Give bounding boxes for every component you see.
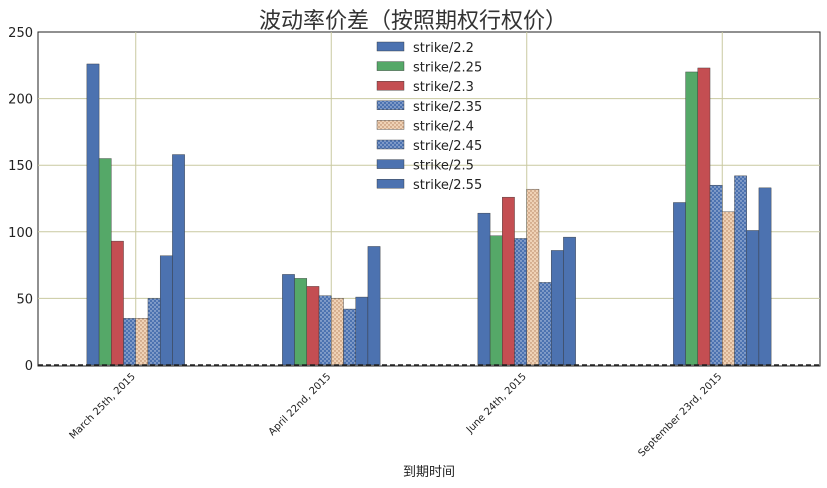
- legend-label: strike/2.35: [413, 100, 482, 115]
- bar-strike-2-3-2: [502, 196, 515, 366]
- bar-strike-2-55-3: [758, 187, 772, 366]
- bar-strike-2-3-3: [697, 67, 711, 366]
- bar-strike-2-55-2: [563, 236, 576, 366]
- y-axis-ticks: 0 50 100 150 200 250: [8, 26, 33, 374]
- legend-swatch: [376, 80, 405, 91]
- bar-strike-2-55-1: [367, 246, 381, 366]
- y-tick-label: 50: [16, 292, 33, 307]
- legend-label: strike/2.2: [413, 41, 474, 56]
- y-tick-label: 150: [8, 159, 33, 174]
- bar-strike-2-3-0: [111, 240, 124, 366]
- x-tick-label: September 23rd, 2015: [636, 371, 724, 459]
- bar-strike-2-5-2: [550, 250, 564, 366]
- bar-strike-2-45-2: [538, 282, 552, 366]
- legend-swatch: [376, 100, 405, 111]
- legend-swatch: [376, 41, 405, 52]
- chart-title: 波动率价差（按照期权行权价）: [259, 9, 567, 34]
- bar-strike-2-35-2: [514, 238, 527, 366]
- bar-strike-2-45-1: [343, 308, 356, 366]
- x-axis-label: 到期时间: [403, 465, 455, 480]
- bar-strike-2-35-1: [318, 295, 332, 366]
- legend: strike/2.2 strike/2.25 strike/2.3 strike/2.…: [376, 41, 482, 193]
- bar-strike-2-5-3: [746, 230, 760, 366]
- bar-strike-2-35-0: [123, 318, 136, 366]
- bar-strike-2-35-3: [709, 184, 723, 366]
- legend-label: strike/2.55: [413, 178, 482, 193]
- y-tick-label: 200: [8, 93, 33, 108]
- bar-strike-2-4-0: [135, 318, 149, 366]
- legend-swatch: [376, 178, 405, 189]
- legend-label: strike/2.3: [413, 80, 474, 95]
- bar-strike-2-25-2: [489, 235, 503, 366]
- bar-strike-2-4-3: [722, 211, 735, 366]
- legend-swatch: [376, 120, 405, 130]
- bar-strike-2-25-3: [685, 71, 699, 366]
- legend-label: strike/2.5: [413, 159, 474, 174]
- legend-label: strike/2.4: [413, 119, 474, 134]
- y-tick-label: 100: [8, 226, 33, 241]
- bar-strike-2-4-2: [526, 188, 540, 366]
- y-tick-label: 250: [8, 26, 33, 41]
- bar-strike-2-4-1: [331, 298, 344, 366]
- bar-strike-2-45-0: [147, 298, 161, 366]
- legend-label: strike/2.25: [413, 61, 482, 76]
- bar-strike-2-2-0: [86, 63, 100, 366]
- x-tick-label: April 22nd, 2015: [267, 371, 334, 438]
- bar-strike-2-3-1: [306, 286, 320, 366]
- bar-strike-2-5-1: [355, 296, 369, 366]
- legend-swatch: [376, 139, 405, 150]
- bar-strike-2-25-0: [98, 158, 112, 366]
- bars: [86, 63, 772, 366]
- x-tick-label: June 24th, 2015: [464, 371, 529, 436]
- x-axis-ticks: March 25th, 2015 April 22nd, 2015 June 24t…: [68, 371, 725, 459]
- bar-strike-2-55-0: [172, 154, 185, 366]
- legend-swatch: [376, 159, 405, 169]
- bar-strike-2-2-1: [282, 274, 295, 366]
- bar-strike-2-45-3: [734, 175, 747, 366]
- y-tick-label: 0: [25, 359, 33, 374]
- x-tick-label: March 25th, 2015: [68, 371, 138, 441]
- bar-strike-2-25-1: [294, 278, 308, 366]
- legend-swatch: [376, 61, 405, 71]
- bar-strike-2-2-3: [673, 202, 686, 366]
- legend-label: strike/2.45: [413, 139, 482, 154]
- bar-strike-2-2-2: [477, 212, 491, 366]
- bar-strike-2-5-0: [159, 255, 173, 366]
